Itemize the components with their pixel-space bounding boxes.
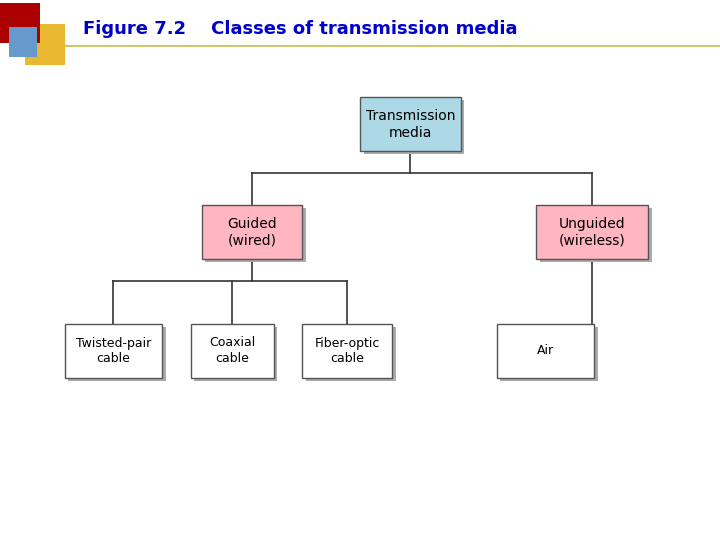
FancyBboxPatch shape xyxy=(497,324,594,378)
FancyBboxPatch shape xyxy=(302,324,392,378)
Text: Air: Air xyxy=(537,345,554,357)
Text: Coaxial
cable: Coaxial cable xyxy=(209,336,256,366)
FancyBboxPatch shape xyxy=(306,327,396,381)
Text: Twisted-pair
cable: Twisted-pair cable xyxy=(76,336,151,366)
Text: Guided
(wired): Guided (wired) xyxy=(228,217,276,248)
Text: Transmission
media: Transmission media xyxy=(366,109,455,140)
FancyBboxPatch shape xyxy=(9,27,37,57)
FancyBboxPatch shape xyxy=(360,97,461,151)
FancyBboxPatch shape xyxy=(364,100,464,154)
FancyBboxPatch shape xyxy=(194,327,277,381)
FancyBboxPatch shape xyxy=(65,324,162,378)
FancyBboxPatch shape xyxy=(202,205,302,259)
FancyBboxPatch shape xyxy=(205,208,306,262)
FancyBboxPatch shape xyxy=(68,327,166,381)
Text: Figure 7.2    Classes of transmission media: Figure 7.2 Classes of transmission media xyxy=(83,20,517,38)
FancyBboxPatch shape xyxy=(500,327,598,381)
Text: Unguided
(wireless): Unguided (wireless) xyxy=(559,217,626,248)
Text: Fiber-optic
cable: Fiber-optic cable xyxy=(315,336,380,366)
FancyBboxPatch shape xyxy=(191,324,274,378)
FancyBboxPatch shape xyxy=(25,24,65,65)
FancyBboxPatch shape xyxy=(536,205,648,259)
FancyBboxPatch shape xyxy=(540,208,652,262)
FancyBboxPatch shape xyxy=(0,3,40,43)
